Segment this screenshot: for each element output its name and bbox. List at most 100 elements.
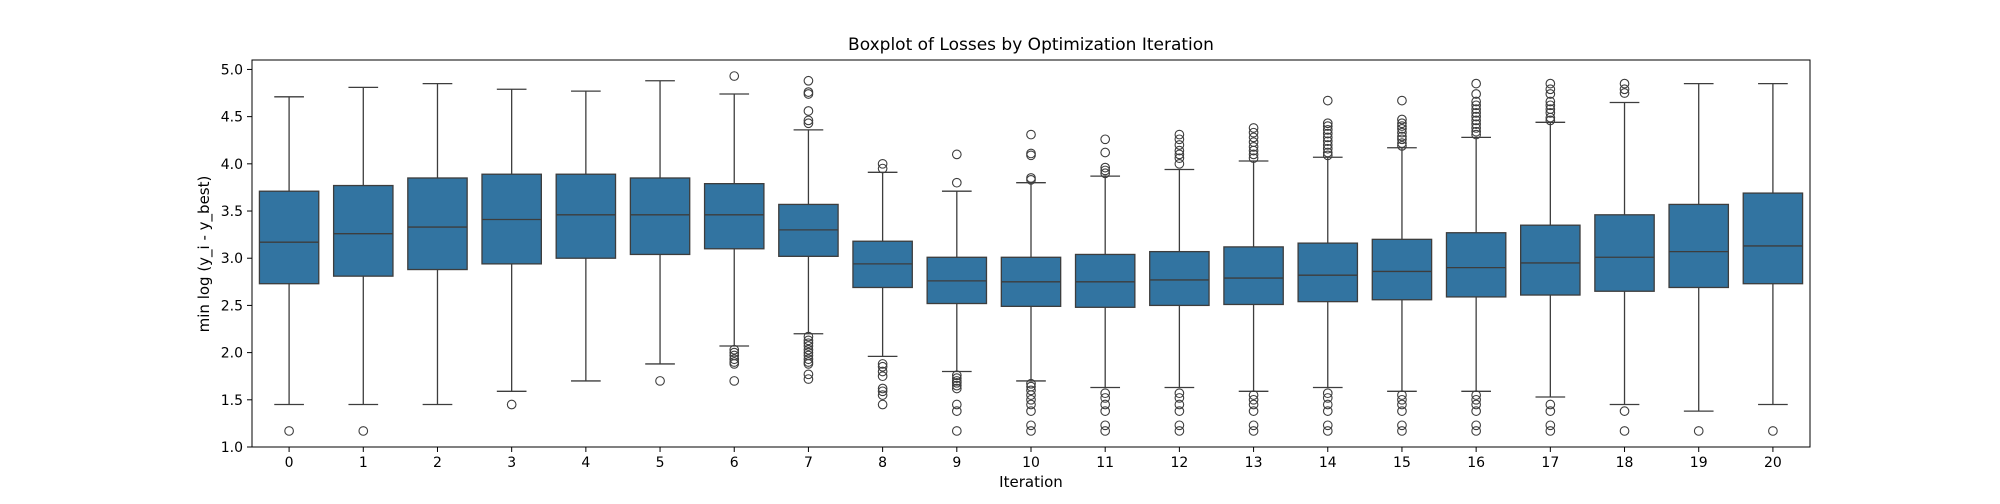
outlier-point (655, 376, 665, 386)
outlier-point (1248, 390, 1259, 400)
outlier-point (1100, 388, 1111, 399)
outlier-point (1545, 96, 1556, 107)
box-iteration-10 (1000, 129, 1062, 436)
x-tick-label: 10 (1022, 455, 1040, 471)
outlier-point (951, 380, 962, 391)
iqr-box (1149, 250, 1210, 307)
outlier-point (729, 376, 740, 386)
outlier-point (803, 338, 814, 349)
outlier-point (1322, 118, 1333, 129)
outlier-point (1174, 388, 1185, 399)
outlier-point (1026, 390, 1036, 400)
outlier-point (1471, 100, 1481, 111)
outlier-point (1397, 134, 1407, 145)
outlier-point (803, 118, 814, 129)
outlier-point (1619, 84, 1630, 95)
outlier-point (803, 354, 814, 365)
outlier-point (951, 373, 962, 383)
x-tick-label: 16 (1467, 455, 1485, 471)
outlier-point (803, 347, 814, 358)
outlier-point (358, 426, 369, 436)
outlier-point (803, 89, 814, 99)
outlier-point (1471, 390, 1481, 400)
outlier-point (1322, 399, 1333, 410)
outlier-point (1471, 115, 1481, 126)
box-iteration-15 (1371, 95, 1433, 436)
box-iteration-9 (926, 149, 988, 436)
outlier-point (1248, 399, 1259, 410)
outlier-point (729, 354, 740, 365)
outlier-point (877, 359, 888, 369)
outlier-point (877, 399, 888, 410)
y-tick-label: 1.5 (221, 393, 243, 409)
outlier-point (951, 149, 962, 160)
x-tick-label: 9 (952, 455, 961, 471)
outlier-point (1545, 78, 1556, 89)
x-tick-label: 2 (433, 455, 442, 471)
outlier-point (1026, 148, 1036, 159)
iqr-box (703, 183, 765, 250)
outlier-point (877, 371, 888, 382)
outlier-point (1174, 145, 1185, 156)
outlier-point (877, 361, 888, 372)
outlier-point (1248, 426, 1259, 436)
outlier-point (1100, 393, 1111, 403)
outlier-point (1471, 129, 1481, 140)
outlier-point (1174, 129, 1185, 140)
outlier-point (1174, 426, 1185, 436)
outlier-point (1100, 426, 1111, 436)
iqr-box (1223, 246, 1284, 306)
outlier-point (951, 406, 962, 416)
box-iteration-20 (1742, 82, 1804, 436)
outlier-point (951, 426, 962, 436)
outlier-point (1397, 394, 1407, 405)
outlier-point (877, 390, 888, 400)
outlier-point (1026, 378, 1036, 389)
outlier-point (1322, 121, 1333, 131)
x-tick-label: 5 (656, 455, 665, 471)
outlier-point (1322, 393, 1333, 403)
outlier-point (803, 115, 814, 126)
box-iteration-6 (703, 71, 765, 386)
iqr-box (1297, 242, 1359, 303)
outlier-point (877, 158, 888, 169)
box-iteration-8 (852, 158, 913, 410)
outlier-point (1397, 390, 1407, 400)
outlier-point (1397, 399, 1407, 410)
outlier-point (1397, 95, 1407, 106)
outlier-point (803, 335, 814, 346)
x-tick-label: 4 (581, 455, 590, 471)
outlier-point (1545, 399, 1556, 410)
x-tick-label: 18 (1616, 455, 1634, 471)
outlier-point (1471, 78, 1481, 89)
outlier-point (803, 369, 814, 380)
outlier-point (1397, 118, 1407, 129)
outlier-point (1100, 399, 1111, 410)
outlier-point (1471, 394, 1481, 405)
outlier-point (803, 331, 814, 342)
outlier-point (1100, 162, 1111, 173)
outlier-point (803, 87, 814, 97)
outlier-point (284, 426, 294, 436)
outlier-point (1248, 394, 1259, 405)
outlier-point (1693, 426, 1704, 436)
iqr-box (1594, 214, 1655, 292)
outlier-point (1545, 108, 1556, 118)
x-tick-label: 11 (1096, 455, 1114, 471)
outlier-point (1545, 115, 1556, 126)
y-tick-label: 5.0 (221, 62, 243, 78)
outlier-point (1322, 406, 1333, 416)
outlier-point (1174, 140, 1185, 150)
outlier-point (729, 344, 740, 355)
x-tick-label: 8 (878, 455, 887, 471)
outlier-point (1100, 420, 1111, 431)
iqr-box (258, 190, 320, 285)
outlier-point (803, 106, 814, 116)
iqr-box (332, 184, 394, 277)
outlier-point (803, 75, 814, 86)
iqr-box (1668, 203, 1730, 289)
outlier-point (1026, 173, 1036, 183)
outlier-point (1397, 426, 1407, 436)
outlier-point (951, 370, 962, 381)
